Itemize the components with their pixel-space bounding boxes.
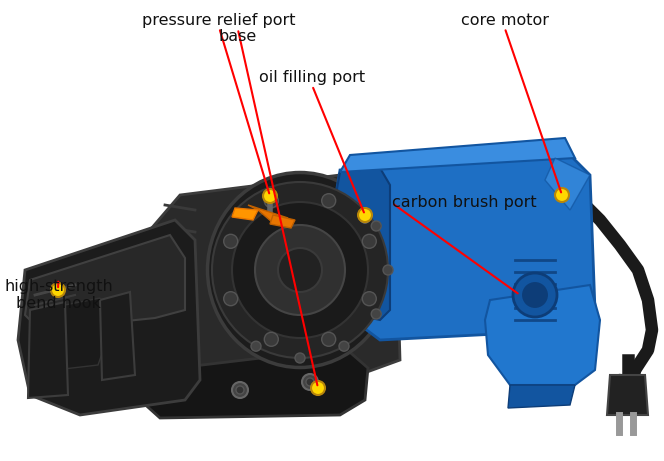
- Polygon shape: [18, 220, 200, 415]
- Circle shape: [339, 341, 349, 351]
- Circle shape: [363, 292, 376, 306]
- Circle shape: [555, 188, 569, 202]
- Text: core motor: core motor: [461, 12, 548, 28]
- Circle shape: [371, 309, 381, 319]
- Circle shape: [363, 234, 376, 248]
- Polygon shape: [150, 175, 400, 380]
- Circle shape: [295, 353, 305, 363]
- Polygon shape: [335, 155, 595, 340]
- Circle shape: [383, 265, 393, 275]
- Text: carbon brush port: carbon brush port: [392, 195, 537, 210]
- Polygon shape: [140, 348, 368, 418]
- Polygon shape: [100, 292, 135, 380]
- Ellipse shape: [278, 248, 322, 292]
- Circle shape: [263, 189, 277, 203]
- Ellipse shape: [232, 202, 368, 338]
- Text: pressure relief port: pressure relief port: [142, 12, 296, 28]
- Polygon shape: [270, 215, 295, 228]
- Circle shape: [513, 273, 557, 317]
- Polygon shape: [607, 375, 648, 415]
- Circle shape: [306, 378, 314, 386]
- Polygon shape: [508, 385, 575, 408]
- Circle shape: [521, 281, 549, 309]
- Ellipse shape: [207, 172, 392, 367]
- Circle shape: [371, 221, 381, 231]
- Polygon shape: [485, 285, 600, 385]
- Polygon shape: [232, 208, 258, 220]
- Circle shape: [236, 386, 244, 394]
- Circle shape: [51, 283, 65, 297]
- Polygon shape: [28, 302, 68, 398]
- Circle shape: [264, 194, 278, 208]
- Polygon shape: [25, 235, 185, 330]
- Circle shape: [302, 374, 318, 390]
- Ellipse shape: [212, 182, 388, 358]
- Circle shape: [311, 381, 325, 395]
- Text: oil filling port: oil filling port: [259, 70, 365, 85]
- Polygon shape: [330, 168, 390, 320]
- Circle shape: [264, 332, 278, 346]
- Circle shape: [224, 234, 238, 248]
- Circle shape: [360, 213, 370, 223]
- Text: base: base: [218, 29, 257, 44]
- Polygon shape: [38, 298, 105, 370]
- Circle shape: [321, 332, 336, 346]
- Circle shape: [251, 341, 261, 351]
- Circle shape: [232, 382, 248, 398]
- Circle shape: [358, 208, 372, 222]
- Circle shape: [224, 292, 238, 306]
- Ellipse shape: [255, 225, 345, 315]
- Circle shape: [321, 194, 336, 208]
- Polygon shape: [248, 205, 288, 222]
- Text: high-strength
bend hook: high-strength bend hook: [4, 279, 113, 311]
- Polygon shape: [340, 138, 575, 172]
- Polygon shape: [545, 158, 590, 210]
